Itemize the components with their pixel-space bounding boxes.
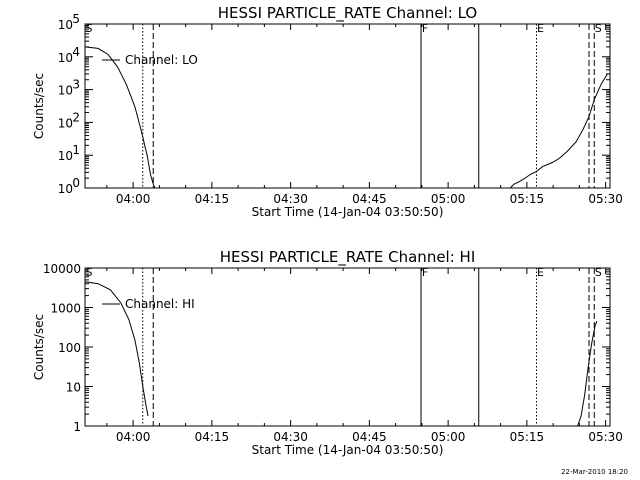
y-tick-label: 10000 <box>43 262 81 276</box>
x-tick-label: 05:15 <box>510 192 545 206</box>
x-tick-label: 04:30 <box>273 430 308 444</box>
y-tick-label: 10 <box>58 18 73 32</box>
panel-hi: HESSI PARTICLE_RATE Channel: HI 04:00 04:1… <box>32 248 623 457</box>
x-axis-label: Start Time (14-Jan-04 03:50:50) <box>252 443 444 457</box>
y-tick-label: 1000 <box>50 302 81 316</box>
x-tick-label: 05:15 <box>510 430 545 444</box>
x-tick-label: 04:15 <box>195 430 230 444</box>
y-tick-exponent: 2 <box>72 110 80 124</box>
x-tick-label: 04:45 <box>352 430 387 444</box>
panel-lo: HESSI PARTICLE_RATE Channel: LO 04:00 04:1… <box>32 4 623 219</box>
x-tick-label: 05:30 <box>588 430 623 444</box>
y-tick-label: 10 <box>58 149 73 163</box>
x-tick-label: 05:00 <box>431 430 466 444</box>
y-tick-exponent: 5 <box>72 12 80 26</box>
marker-label: S <box>595 22 602 35</box>
y-tick-label: 1 <box>73 420 81 434</box>
y-tick-exponent: 4 <box>72 45 80 59</box>
series-line-segment <box>500 73 608 189</box>
legend-label: Channel: HI <box>125 297 195 311</box>
x-tick-label: 04:15 <box>195 192 230 206</box>
series-line-segment <box>84 281 149 416</box>
y-axis-label: Counts/sec <box>32 314 46 380</box>
series-line-segment <box>84 46 164 189</box>
chart-title: HESSI PARTICLE_RATE Channel: HI <box>220 248 476 267</box>
marker-label: F <box>422 22 428 35</box>
plot-frame <box>84 23 611 189</box>
y-axis-label: Counts/sec <box>32 73 46 139</box>
x-tick-label: 04:30 <box>273 192 308 206</box>
x-tick-label: 04:00 <box>116 192 151 206</box>
y-tick-exponent: 0 <box>72 176 80 190</box>
marker-label: F <box>422 266 428 279</box>
series-line-segment <box>577 321 598 427</box>
y-tick-exponent: 1 <box>72 143 80 157</box>
y-tick-label: 10 <box>66 381 81 395</box>
x-axis-label: Start Time (14-Jan-04 03:50:50) <box>252 205 444 219</box>
y-tick-label: 10 <box>58 182 73 196</box>
y-tick-label: 100 <box>58 341 81 355</box>
marker-label: E <box>537 22 544 35</box>
footer-timestamp: 22-Mar-2010 18:20 <box>561 468 628 476</box>
marker-label: E <box>537 266 544 279</box>
marker-label: S <box>86 266 93 279</box>
plot-frame <box>84 267 611 427</box>
x-tick-label: 05:30 <box>588 192 623 206</box>
marker-label: S <box>86 22 93 35</box>
marker-label: S <box>595 266 602 279</box>
y-tick-label: 10 <box>58 84 73 98</box>
y-tick-label: 10 <box>58 116 73 130</box>
x-tick-label: 05:00 <box>431 192 466 206</box>
x-tick-label: 04:45 <box>352 192 387 206</box>
y-tick-exponent: 3 <box>72 78 80 92</box>
chart-title: HESSI PARTICLE_RATE Channel: LO <box>218 4 477 23</box>
x-tick-label: 04:00 <box>116 430 151 444</box>
y-tick-label: 10 <box>58 51 73 65</box>
legend-label: Channel: LO <box>125 53 198 67</box>
